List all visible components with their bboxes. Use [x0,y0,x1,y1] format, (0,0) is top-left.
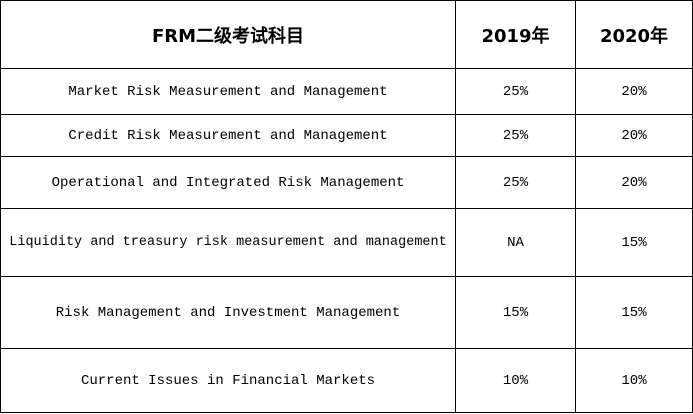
table-row: Risk Management and Investment Managemen… [0,276,693,349]
weight-2020-cell: 10% [575,348,693,413]
weight-2019-cell: 25% [455,114,576,157]
subject-cell: Operational and Integrated Risk Manageme… [0,156,456,209]
weight-2020-cell: 20% [575,68,693,115]
weight-2019-cell: 10% [455,348,576,413]
table-row: Credit Risk Measurement and Management 2… [0,114,693,157]
weight-2020-cell: 20% [575,114,693,157]
weight-2020-cell: 15% [575,208,693,277]
subject-cell: Liquidity and treasury risk measurement … [0,208,456,277]
subject-cell: Credit Risk Measurement and Management [0,114,456,157]
weight-2019-cell: 25% [455,68,576,115]
weight-2019-cell: 15% [455,276,576,349]
table-header-row: FRM二级考试科目 2019年 2020年 [0,0,693,69]
subject-cell: Current Issues in Financial Markets [0,348,456,413]
header-year-2020: 2020年 [575,0,693,69]
weight-2020-cell: 15% [575,276,693,349]
weight-2019-cell: 25% [455,156,576,209]
weight-2019-cell: NA [455,208,576,277]
table-row: Operational and Integrated Risk Manageme… [0,156,693,209]
table-row: Current Issues in Financial Markets 10% … [0,348,693,413]
weight-2020-cell: 20% [575,156,693,209]
header-subject: FRM二级考试科目 [0,0,456,69]
table-row: Liquidity and treasury risk measurement … [0,208,693,277]
subject-cell: Risk Management and Investment Managemen… [0,276,456,349]
table-row: Market Risk Measurement and Management 2… [0,68,693,115]
header-year-2019: 2019年 [455,0,576,69]
subject-cell: Market Risk Measurement and Management [0,68,456,115]
